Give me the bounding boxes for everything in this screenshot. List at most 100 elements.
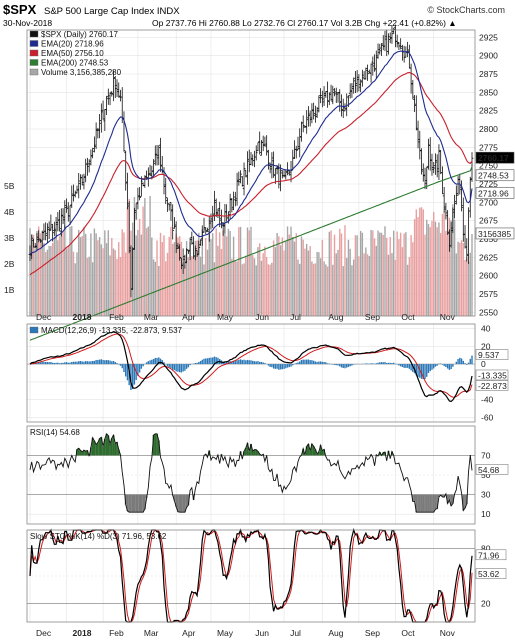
macd-tick-label: 0	[481, 359, 486, 369]
macd-legend: MACD(12,26,9) -13.335, -22.873, 9.537	[41, 326, 183, 335]
price-bar	[240, 176, 244, 187]
macd-histogram-bar	[429, 364, 431, 372]
rsi-oversold-fill	[130, 494, 132, 513]
price-bar	[280, 170, 284, 179]
macd-histogram-bar	[312, 360, 315, 365]
volume-bar	[180, 241, 183, 316]
macd-histogram-bar	[424, 364, 426, 379]
price-bar	[179, 257, 183, 270]
volume-bar	[391, 253, 393, 316]
volume-bar	[286, 226, 289, 316]
volume-bar	[274, 247, 277, 316]
price-bar	[253, 150, 256, 168]
price-bar	[188, 237, 192, 261]
volume-bar	[119, 256, 122, 316]
price-bar	[307, 106, 310, 127]
macd-histogram-bar	[384, 362, 386, 365]
rsi-overbought-fill	[311, 443, 313, 456]
volume-bar	[133, 197, 136, 316]
price-bar	[47, 221, 51, 239]
volume-bar	[448, 217, 451, 316]
volume-bar	[203, 264, 205, 316]
macd-histogram-bar	[311, 360, 313, 365]
volume-bar	[295, 233, 297, 316]
volume-bar	[248, 230, 250, 316]
rsi-oversold-fill	[432, 494, 435, 513]
x-axis-label-bottom: Feb	[109, 628, 124, 638]
price-bar	[270, 152, 274, 179]
macd-histogram-bar	[236, 360, 238, 365]
macd-histogram-bar	[67, 362, 69, 365]
price-bar	[369, 63, 373, 83]
price-bar	[420, 148, 423, 175]
macd-histogram-bar	[382, 362, 384, 365]
macd-histogram-bar	[269, 364, 271, 367]
macd-histogram-bar	[433, 364, 435, 369]
volume-bar	[288, 234, 290, 316]
rsi-tick-label: 50	[481, 470, 491, 480]
volume-bar	[229, 230, 231, 316]
price-tag-box	[475, 187, 515, 199]
macd-histogram-bar	[234, 361, 237, 365]
price-bar	[315, 106, 319, 118]
rsi-overbought-fill	[105, 433, 108, 456]
volume-tick-label: 5B	[4, 181, 15, 191]
price-bar	[218, 201, 222, 228]
price-bar	[230, 198, 234, 213]
rsi-oversold-fill	[415, 494, 418, 513]
volume-bar	[38, 226, 40, 316]
macd-histogram-bar	[370, 363, 372, 365]
volume-bar	[382, 234, 384, 316]
volume-bar	[377, 230, 379, 316]
x-axis-label-bottom: Sep	[365, 628, 380, 638]
macd-histogram-bar	[318, 361, 320, 365]
price-bar	[287, 170, 291, 176]
macd-histogram-bar	[262, 362, 264, 365]
macd-tag-label: 9.537	[478, 350, 500, 360]
price-bar	[326, 81, 329, 108]
price-bar	[319, 88, 323, 104]
rsi-overbought-fill	[79, 450, 82, 456]
volume-bar	[182, 262, 184, 316]
price-bar	[108, 92, 112, 106]
macd-histogram-bar	[297, 362, 299, 365]
index-name: S&P 500 Large Cap Index INDX	[44, 6, 180, 17]
x-axis-label-top: Sep	[365, 312, 380, 322]
x-axis-label-top: Dec	[36, 312, 52, 322]
price-tag-label: 2718.96	[478, 188, 509, 198]
rsi-overbought-fill	[83, 450, 85, 456]
macd-histogram-bar	[302, 359, 304, 365]
macd-panel-frame	[26, 323, 476, 423]
macd-histogram-bar	[111, 361, 113, 365]
price-bar	[117, 82, 121, 98]
price-bar	[341, 98, 345, 119]
volume-bar	[243, 263, 245, 316]
volume-bar	[384, 226, 386, 316]
price-bar	[233, 191, 237, 207]
volume-bar	[159, 232, 162, 316]
macd-histogram-bar	[243, 359, 245, 365]
price-bar	[54, 216, 58, 239]
x-axis-label-bottom: Jun	[255, 628, 269, 638]
volume-bar	[328, 231, 331, 316]
rsi-tick-label: 70	[481, 450, 491, 460]
macd-histogram-bar	[391, 362, 393, 365]
volume-bar	[335, 253, 337, 316]
chart-date: 30-Nov-2018	[3, 18, 52, 28]
volume-bar	[138, 218, 141, 316]
macd-histogram-bar	[145, 362, 148, 365]
rsi-overbought-fill	[314, 449, 317, 456]
price-bar	[59, 208, 63, 237]
price-bar	[387, 33, 390, 55]
rsi-overbought-fill	[91, 437, 94, 456]
volume-bar	[283, 250, 285, 316]
macd-histogram-bar	[69, 362, 71, 365]
price-bar	[30, 234, 34, 260]
macd-histogram-bar	[351, 364, 353, 366]
macd-histogram-bar	[366, 363, 369, 365]
volume-bar	[309, 246, 311, 316]
volume-bar	[424, 234, 426, 316]
macd-histogram-bar	[469, 358, 471, 365]
volume-bar	[128, 198, 130, 316]
volume-bar	[446, 232, 449, 316]
